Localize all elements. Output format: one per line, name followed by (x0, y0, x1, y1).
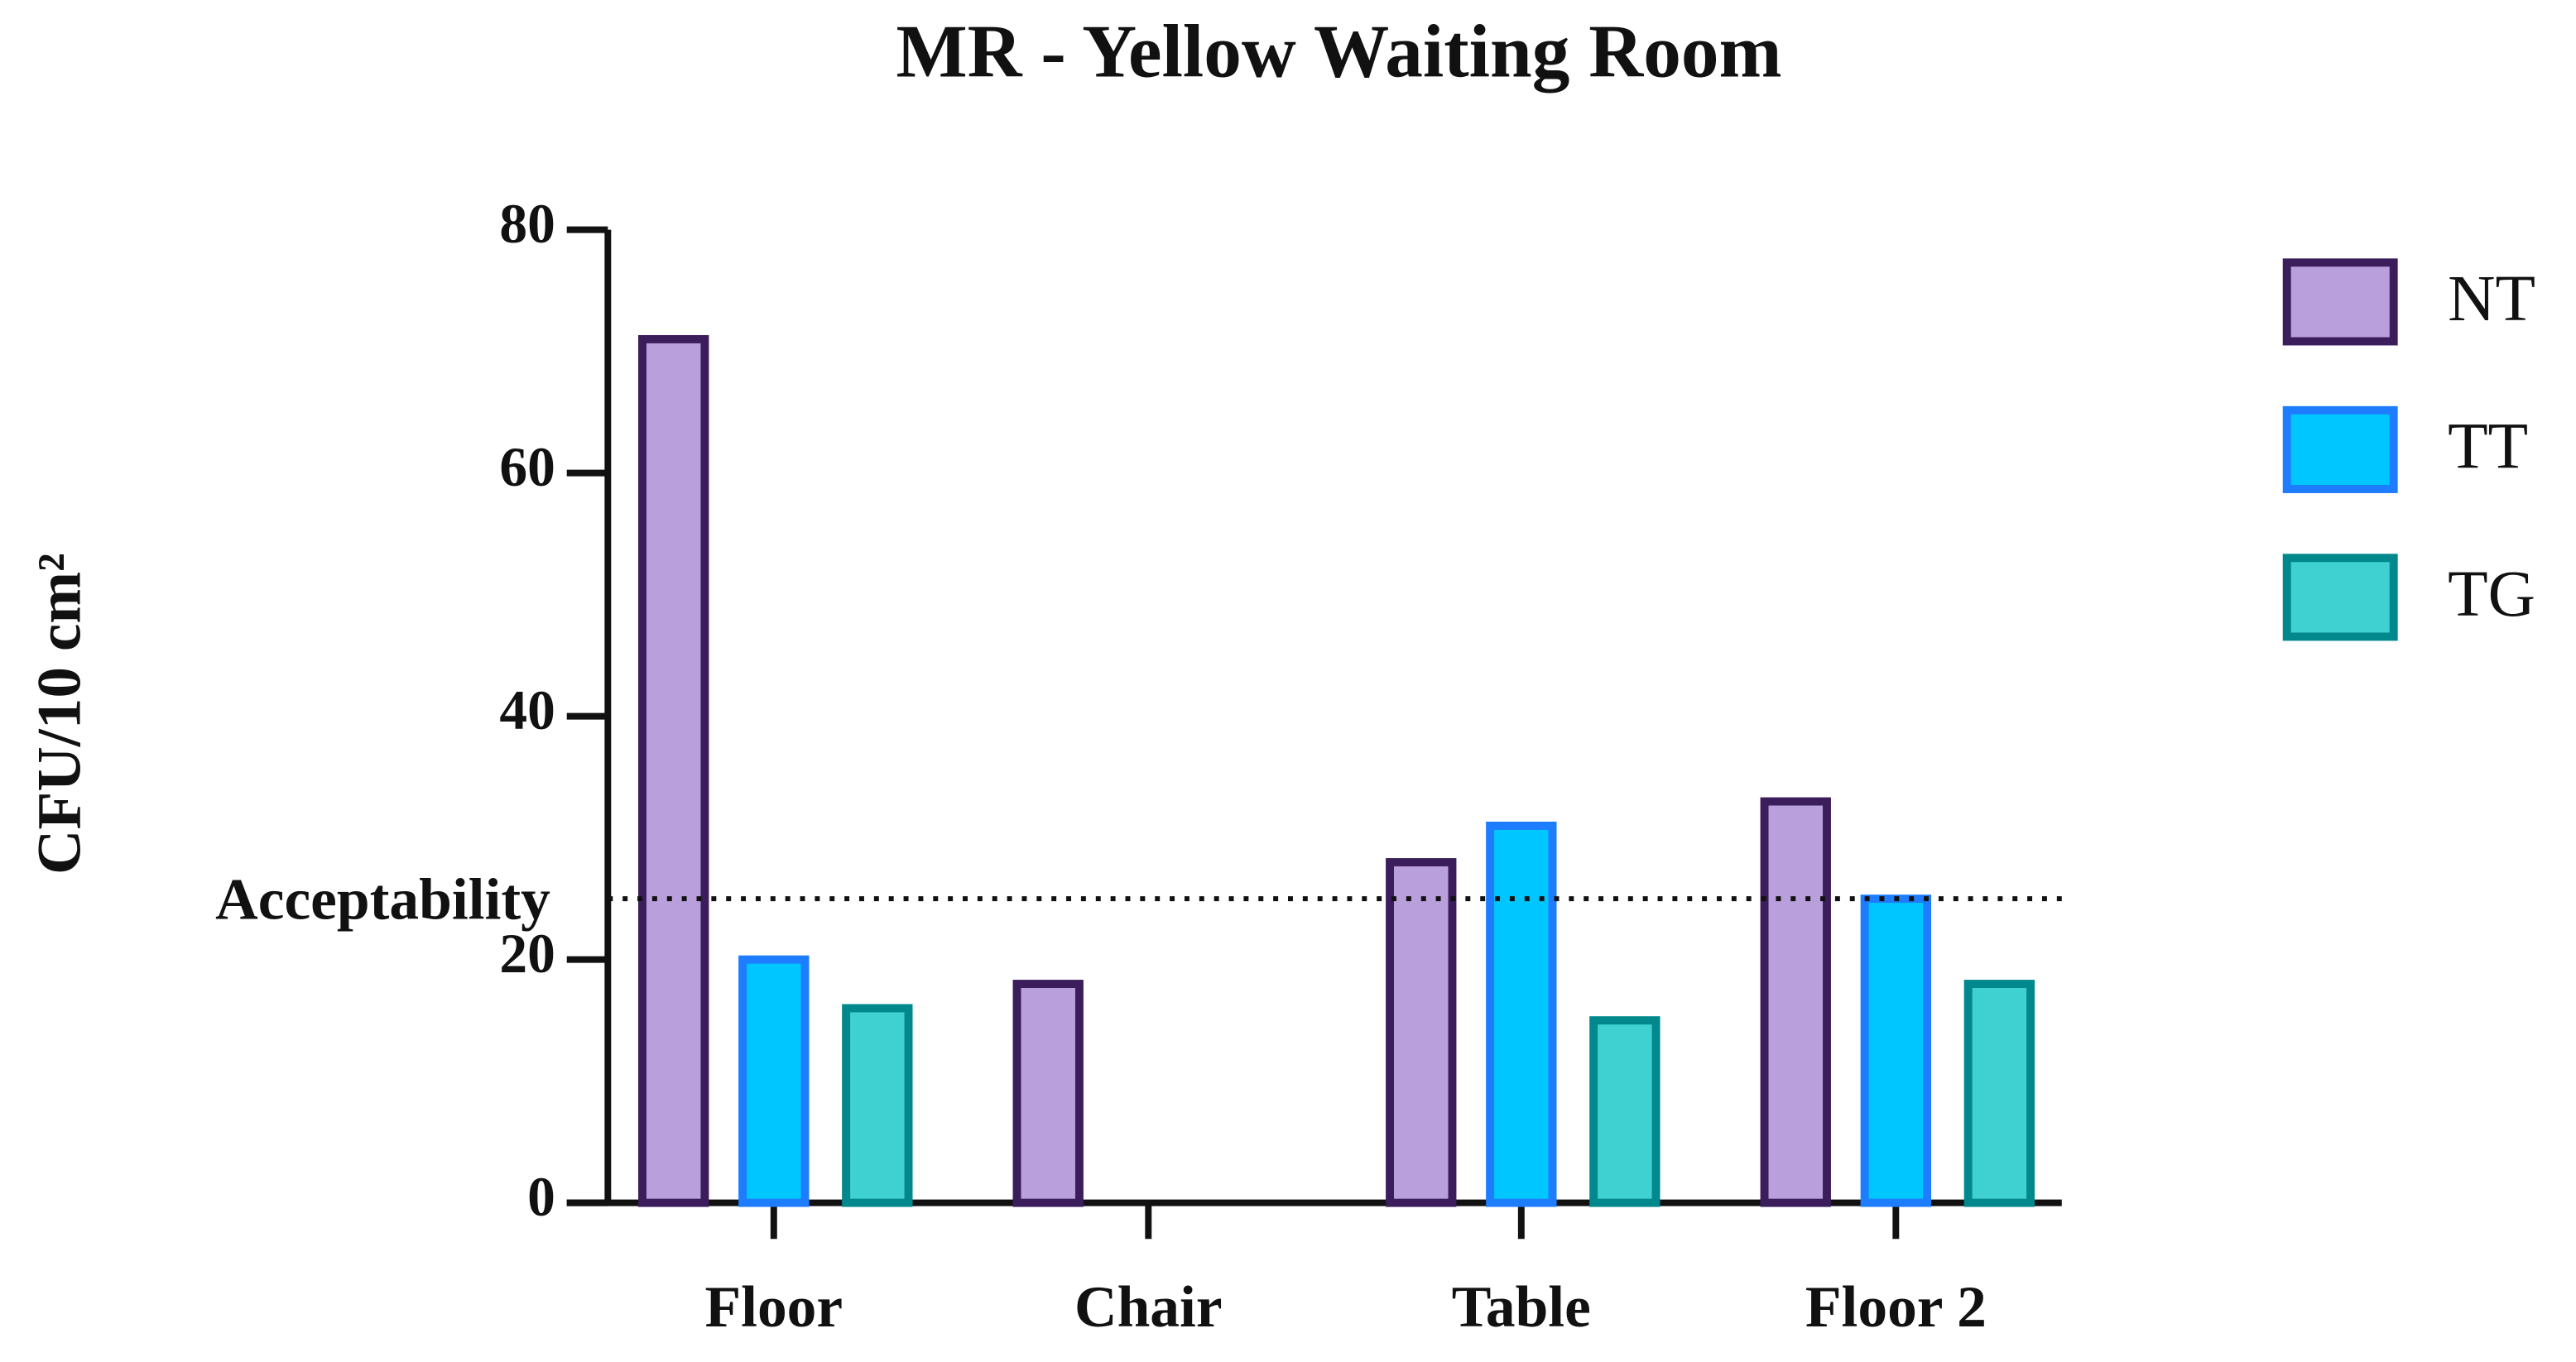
bar (1012, 980, 1084, 1207)
legend-label: TT (2448, 410, 2528, 483)
legend-label: TG (2448, 558, 2535, 631)
threshold-label: Acceptability (215, 866, 550, 932)
legend-swatch (2282, 405, 2398, 493)
x-tick-label: Floor 2 (1805, 1274, 1987, 1340)
legend-swatch (2282, 554, 2398, 641)
x-tick-label: Table (1452, 1274, 1591, 1340)
legend-swatch (2282, 258, 2398, 346)
y-tick-label: 80 (499, 193, 555, 255)
y-tick-label: 40 (499, 679, 555, 741)
bar (1760, 797, 1831, 1207)
bar (842, 1004, 913, 1207)
y-axis-label: CFU/10 cm² (26, 553, 94, 875)
y-tick-label: 0 (527, 1166, 555, 1228)
y-tick-label: 60 (499, 436, 555, 498)
bar (1589, 1016, 1660, 1207)
bar (1860, 894, 1932, 1207)
legend-label: NT (2448, 262, 2535, 335)
bar (1963, 980, 2035, 1207)
chart-title: MR - Yellow Waiting Room (896, 9, 1782, 93)
bar (1486, 821, 1557, 1207)
bar (638, 334, 709, 1207)
y-tick-label: 20 (499, 923, 555, 985)
x-tick-label: Chair (1074, 1274, 1223, 1340)
x-tick-label: Floor (704, 1274, 843, 1340)
bar (1386, 858, 1457, 1207)
bar (738, 955, 810, 1207)
